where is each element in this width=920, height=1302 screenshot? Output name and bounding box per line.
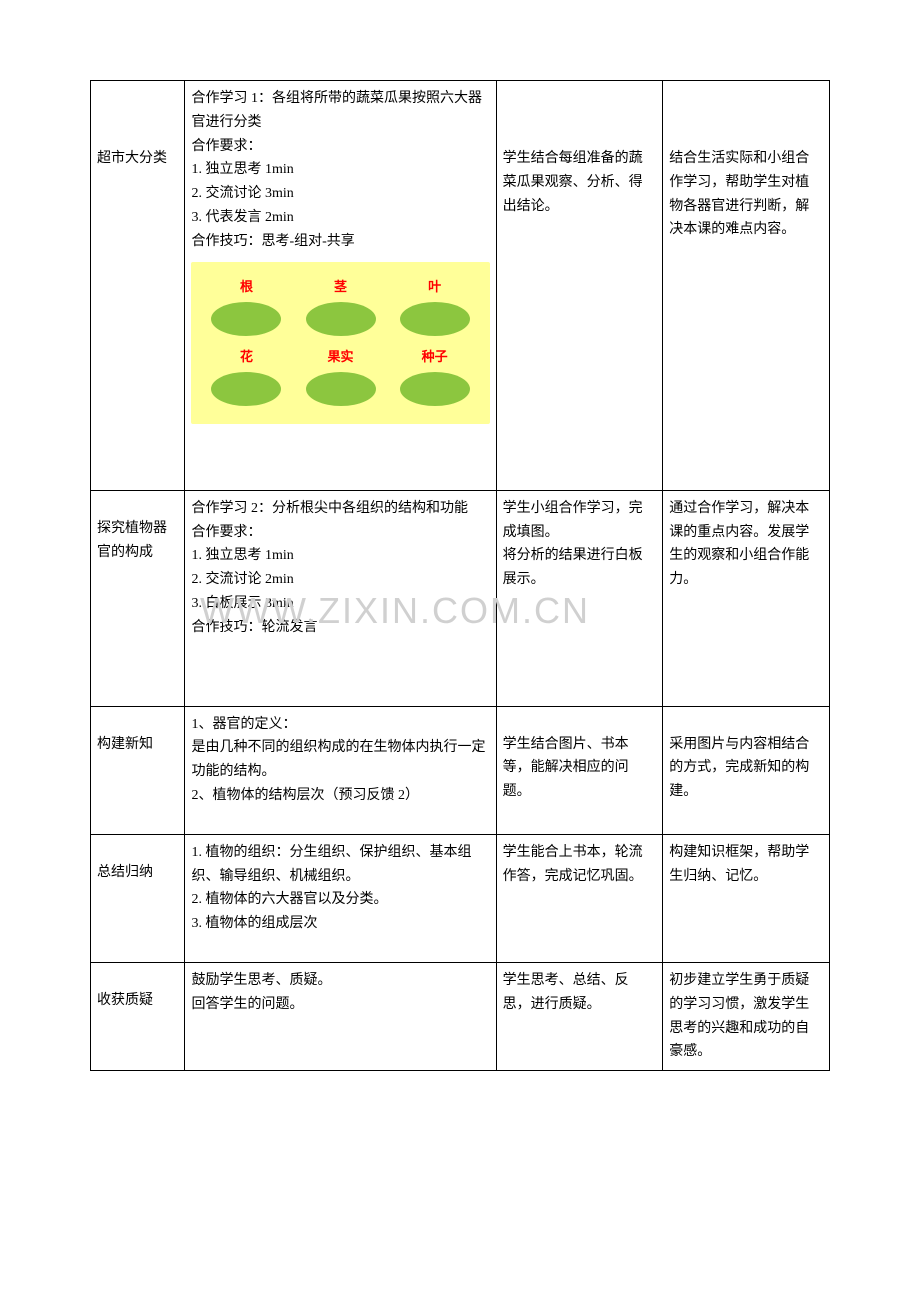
diagram-ellipse: [400, 302, 470, 336]
diagram-label: 果实: [294, 346, 387, 368]
stage-label: 收获质疑: [97, 993, 153, 1008]
table-row: 超市大分类 合作学习 1：各组将所带的蔬菜瓜果按照六大器官进行分类 合作要求： …: [91, 81, 830, 491]
diagram-ellipse: [306, 372, 376, 406]
student-activity-cell: 学生结合每组准备的蔬菜瓜果观察、分析、得出结论。: [496, 81, 663, 491]
text-line: 鼓励学生思考、质疑。: [191, 969, 489, 993]
text-line: 1. 独立思考 1min: [191, 158, 489, 182]
lesson-plan-table: 超市大分类 合作学习 1：各组将所带的蔬菜瓜果按照六大器官进行分类 合作要求： …: [90, 80, 830, 1071]
text-line: 3. 代表发言 2min: [191, 206, 489, 230]
text-line: 3. 植物体的组成层次: [191, 912, 489, 936]
diagram-label-row: 花 果实 种子: [199, 346, 481, 368]
text-line: 1、器官的定义：: [191, 713, 489, 737]
text-line: 合作学习 2：分析根尖中各组织的结构和功能: [191, 497, 489, 521]
text-content: 构建知识框架，帮助学生归纳、记忆。: [669, 845, 809, 884]
diagram-label: 叶: [388, 276, 481, 298]
diagram-ellipse: [306, 302, 376, 336]
text-line: 2. 交流讨论 3min: [191, 182, 489, 206]
teacher-activity-cell: 合作学习 2：分析根尖中各组织的结构和功能 合作要求： 1. 独立思考 1min…: [185, 490, 496, 706]
stage-label: 构建新知: [97, 737, 153, 752]
text-content: 学生能合上书本，轮流作答，完成记忆巩固。: [503, 845, 643, 884]
student-activity-cell: 学生能合上书本，轮流作答，完成记忆巩固。: [496, 834, 663, 962]
diagram-ellipse: [211, 302, 281, 336]
diagram-label: 根: [200, 276, 293, 298]
text-line: 合作要求：: [191, 135, 489, 159]
teacher-activity-cell: 合作学习 1：各组将所带的蔬菜瓜果按照六大器官进行分类 合作要求： 1. 独立思…: [185, 81, 496, 491]
text-content: 采用图片与内容相结合的方式，完成新知的构建。: [669, 737, 809, 800]
diagram-ellipse: [211, 372, 281, 406]
stage-cell: 收获质疑: [91, 962, 185, 1070]
teacher-activity-cell: 1. 植物的组织：分生组织、保护组织、基本组织、输导组织、机械组织。 2. 植物…: [185, 834, 496, 962]
text-line: 是由几种不同的组织构成的在生物体内执行一定功能的结构。: [191, 736, 489, 784]
stage-cell: 超市大分类: [91, 81, 185, 491]
table-row: 总结归纳 1. 植物的组织：分生组织、保护组织、基本组织、输导组织、机械组织。 …: [91, 834, 830, 962]
diagram-label: 花: [200, 346, 293, 368]
diagram-label: 种子: [388, 346, 481, 368]
text-content: 学生思考、总结、反思，进行质疑。: [503, 973, 629, 1012]
text-line: 2、植物体的结构层次（预习反馈 2）: [191, 784, 489, 808]
text-line: 1. 独立思考 1min: [191, 544, 489, 568]
text-content: 学生结合每组准备的蔬菜瓜果观察、分析、得出结论。: [503, 151, 643, 214]
text-line: 1. 植物的组织：分生组织、保护组织、基本组织、输导组织、机械组织。: [191, 841, 489, 889]
text-content: 学生结合图片、书本等，能解决相应的问题。: [503, 737, 629, 800]
stage-label: 超市大分类: [97, 151, 167, 166]
student-activity-cell: 学生思考、总结、反思，进行质疑。: [496, 962, 663, 1070]
text-content: 通过合作学习，解决本课的重点内容。发展学生的观察和小组合作能力。: [669, 501, 809, 587]
design-intent-cell: 构建知识框架，帮助学生归纳、记忆。: [663, 834, 830, 962]
diagram-ellipse-row: [199, 302, 481, 336]
teacher-activity-cell: 鼓励学生思考、质疑。 回答学生的问题。: [185, 962, 496, 1070]
stage-cell: 总结归纳: [91, 834, 185, 962]
design-intent-cell: 采用图片与内容相结合的方式，完成新知的构建。: [663, 706, 830, 834]
text-line: 3. 白板展示 3min: [191, 592, 489, 616]
text-line: 回答学生的问题。: [191, 993, 489, 1017]
diagram-ellipse-row: [199, 372, 481, 406]
stage-cell: 探究植物器官的构成: [91, 490, 185, 706]
text-content: 初步建立学生勇于质疑的学习习惯，激发学生思考的兴趣和成功的自豪感。: [669, 973, 809, 1059]
design-intent-cell: 结合生活实际和小组合作学习，帮助学生对植物各器官进行判断，解决本课的难点内容。: [663, 81, 830, 491]
text-line: 合作技巧：思考-组对-共享: [191, 230, 489, 254]
text-line: 合作要求：: [191, 521, 489, 545]
table-row: 收获质疑 鼓励学生思考、质疑。 回答学生的问题。 学生思考、总结、反思，进行质疑…: [91, 962, 830, 1070]
stage-label: 总结归纳: [97, 865, 153, 880]
student-activity-cell: 学生结合图片、书本等，能解决相应的问题。: [496, 706, 663, 834]
student-activity-cell: 学生小组合作学习，完成填图。 将分析的结果进行白板展示。: [496, 490, 663, 706]
stage-cell: 构建新知: [91, 706, 185, 834]
text-content: 学生小组合作学习，完成填图。 将分析的结果进行白板展示。: [503, 501, 643, 587]
diagram-label: 茎: [294, 276, 387, 298]
page: WWW.ZIXIN.COM.CN 超市大分类 合作学习 1：各组将所带的蔬菜瓜果…: [0, 0, 920, 1171]
diagram-label-row: 根 茎 叶: [199, 276, 481, 298]
text-line: 合作技巧：轮流发言: [191, 616, 489, 640]
text-line: 合作学习 1：各组将所带的蔬菜瓜果按照六大器官进行分类: [191, 87, 489, 135]
table-row: 构建新知 1、器官的定义： 是由几种不同的组织构成的在生物体内执行一定功能的结构…: [91, 706, 830, 834]
text-line: 2. 交流讨论 2min: [191, 568, 489, 592]
table-row: 探究植物器官的构成 合作学习 2：分析根尖中各组织的结构和功能 合作要求： 1.…: [91, 490, 830, 706]
text-content: 结合生活实际和小组合作学习，帮助学生对植物各器官进行判断，解决本课的难点内容。: [669, 151, 809, 237]
design-intent-cell: 通过合作学习，解决本课的重点内容。发展学生的观察和小组合作能力。: [663, 490, 830, 706]
text-line: 2. 植物体的六大器官以及分类。: [191, 888, 489, 912]
stage-label: 探究植物器官的构成: [97, 521, 167, 560]
diagram-ellipse: [400, 372, 470, 406]
teacher-activity-cell: 1、器官的定义： 是由几种不同的组织构成的在生物体内执行一定功能的结构。 2、植…: [185, 706, 496, 834]
design-intent-cell: 初步建立学生勇于质疑的学习习惯，激发学生思考的兴趣和成功的自豪感。: [663, 962, 830, 1070]
organ-diagram: 根 茎 叶 花 果实 种子: [191, 262, 489, 424]
